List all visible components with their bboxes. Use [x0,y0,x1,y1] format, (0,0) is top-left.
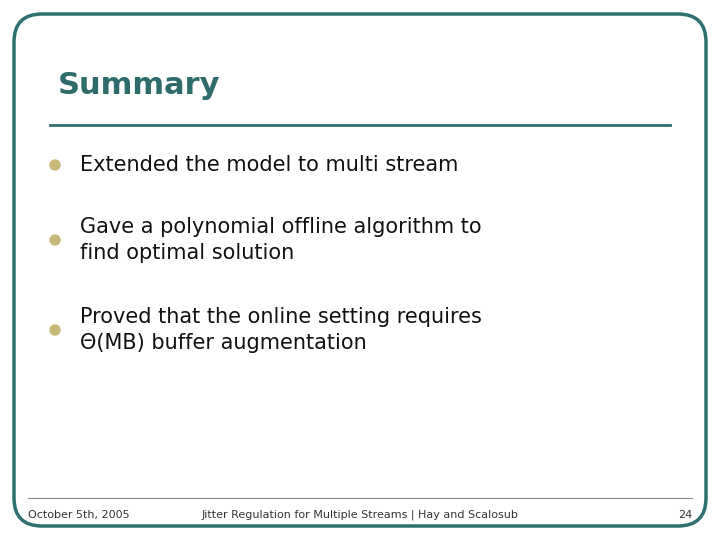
Text: Summary: Summary [58,71,220,99]
Text: Proved that the online setting requires
Θ(MB) buffer augmentation: Proved that the online setting requires … [80,307,482,353]
Circle shape [50,235,60,245]
Text: October 5th, 2005: October 5th, 2005 [28,510,130,520]
Text: 24: 24 [678,510,692,520]
Text: Gave a polynomial offline algorithm to
find optimal solution: Gave a polynomial offline algorithm to f… [80,217,482,263]
Text: Extended the model to multi stream: Extended the model to multi stream [80,155,459,175]
FancyBboxPatch shape [14,14,706,526]
Text: Jitter Regulation for Multiple Streams | Hay and Scalosub: Jitter Regulation for Multiple Streams |… [202,510,518,520]
Circle shape [50,325,60,335]
Circle shape [50,160,60,170]
